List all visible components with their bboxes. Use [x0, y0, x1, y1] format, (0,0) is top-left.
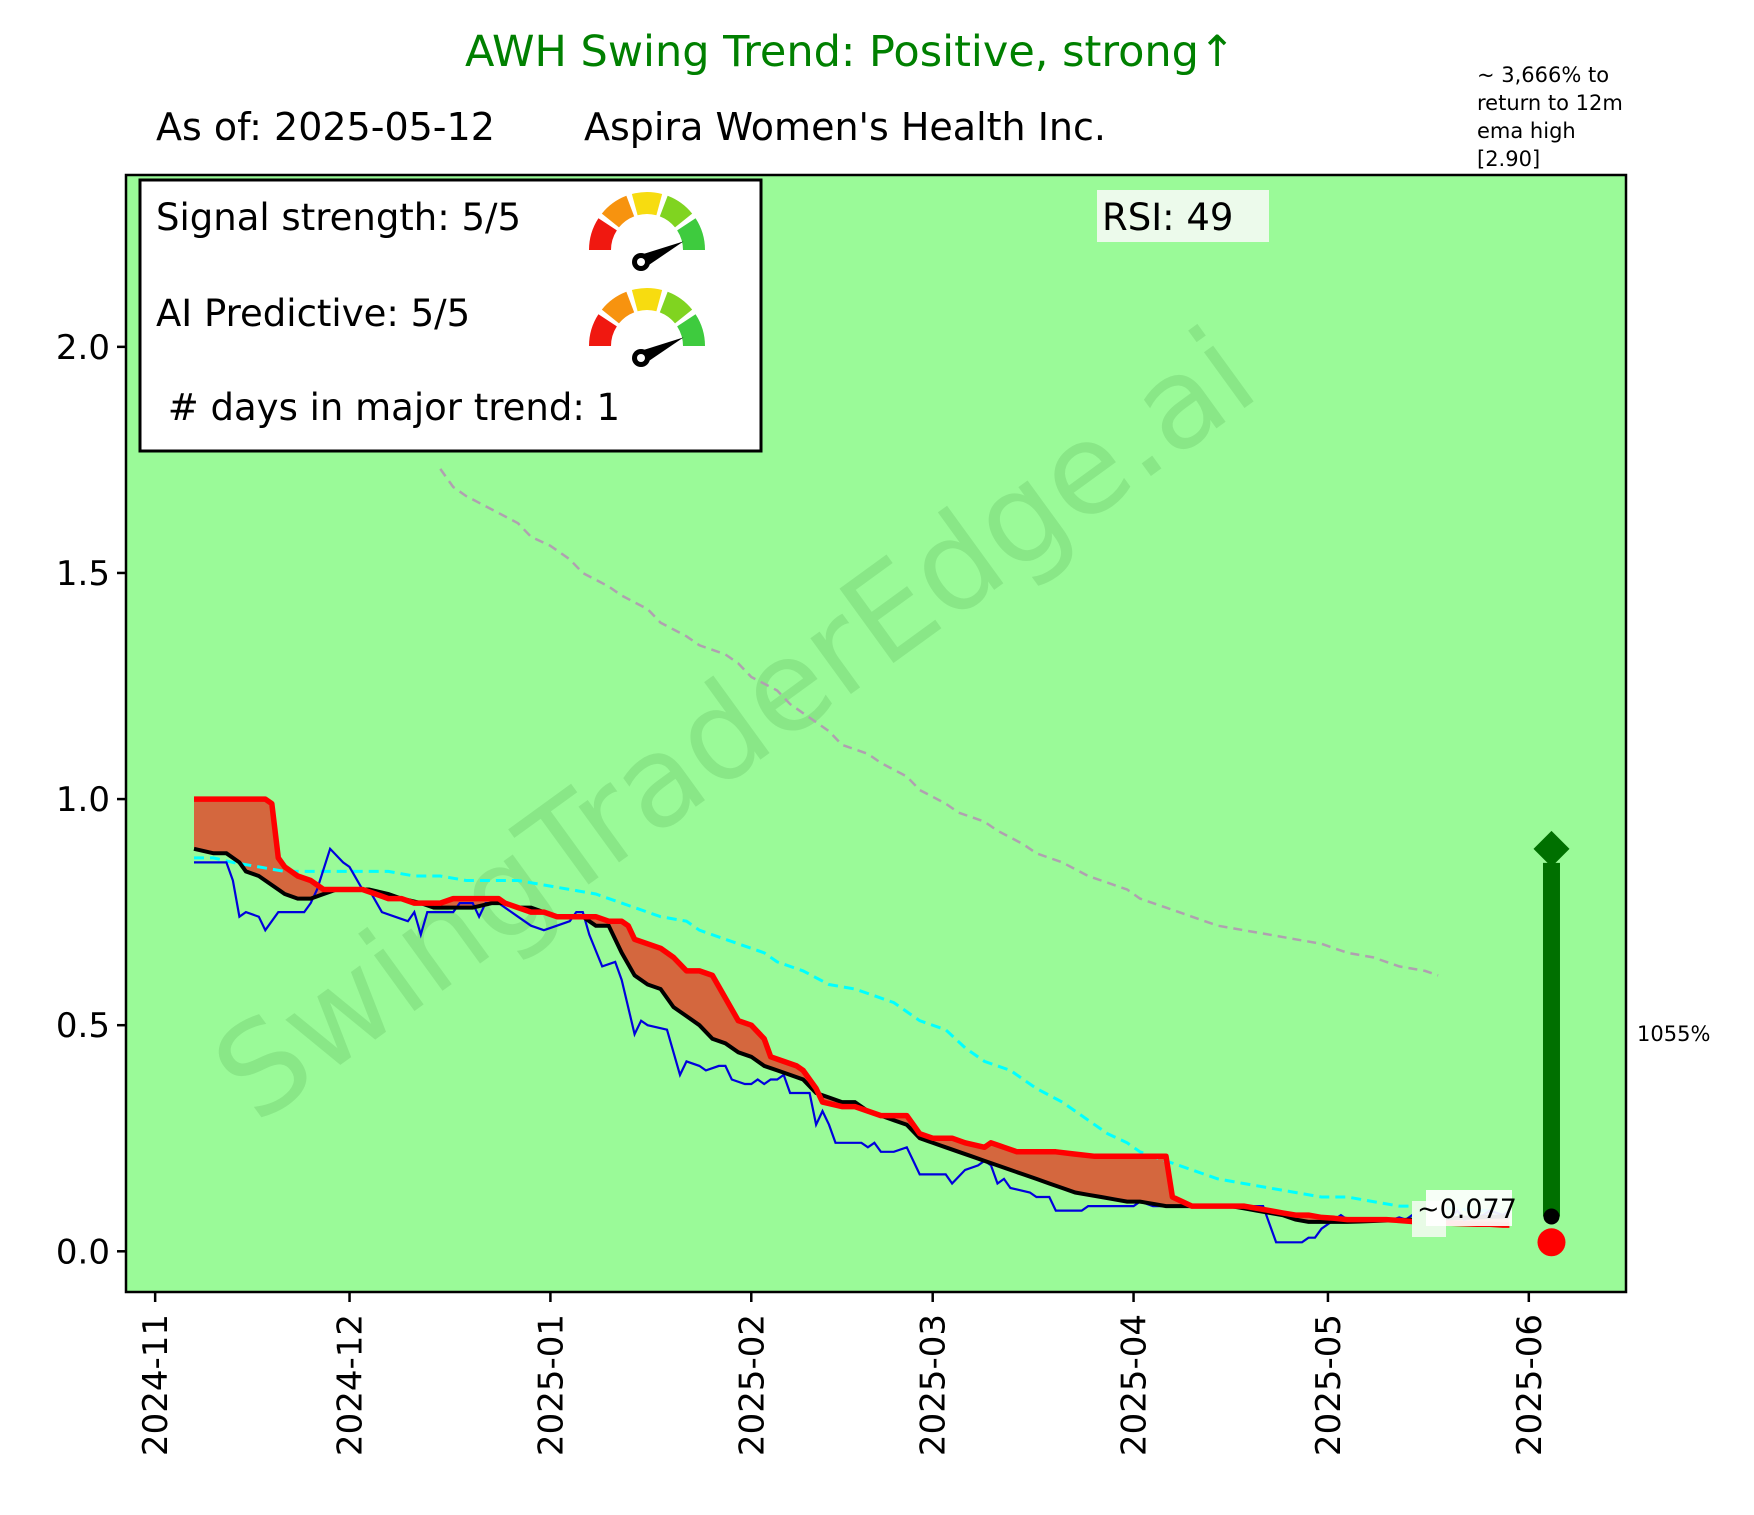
rsi-badge: RSI: 49 [1097, 190, 1269, 242]
company-name: Aspira Women's Health Inc. [584, 105, 1106, 149]
ema-note-line-2: return to 12m [1477, 91, 1623, 115]
y-tick-label: 0.5 [56, 1006, 110, 1046]
gauge-segment [631, 192, 663, 216]
ai-predictive-label: AI Predictive: 5/5 [156, 292, 470, 335]
ema-high-note: ~ 3,666% to return to 12m ema high [2.90… [1477, 63, 1623, 171]
current-marker-dot [1537, 1228, 1566, 1257]
y-axis: 0.0 0.5 1.0 1.5 2.0 [56, 328, 126, 1272]
last-price-dot [1543, 1208, 1560, 1225]
series-line-ema-band [194, 796, 1510, 1228]
ema-note-line-4: [2.90] [1477, 147, 1540, 171]
signal-strength-label: Signal strength: 5/5 [156, 196, 521, 239]
series-line-ema-mid [194, 856, 1490, 1213]
x-tick-label: 2025-04 [1115, 1314, 1155, 1456]
gauge-segment [677, 218, 705, 250]
last-value-bg [1426, 1190, 1512, 1226]
x-tick-label: 2025-03 [914, 1314, 954, 1456]
gauge-segment [601, 195, 635, 228]
gauge-segment [589, 218, 617, 250]
x-tick-label: 2025-02 [732, 1314, 772, 1456]
ema-note-line-1: ~ 3,666% to [1477, 63, 1609, 87]
series-layer [193, 468, 1570, 1257]
y-tick-label: 2.0 [56, 328, 110, 368]
gauge-segment [659, 195, 693, 228]
signal-info-box: Signal strength: 5/5 AI Predictive: 5/5 … [138, 178, 763, 453]
y-tick-label: 1.5 [56, 554, 110, 594]
gauge-segment [677, 314, 705, 346]
signal-gauge-icon [589, 192, 705, 271]
x-tick-label: 2025-01 [531, 1314, 571, 1456]
gauge-segment [601, 291, 635, 324]
rsi-label: RSI: 49 [1102, 196, 1233, 239]
gauge-segment [589, 314, 617, 346]
chart-title: AWH Swing Trend: Positive, strong↑ [465, 27, 1235, 77]
gauge-segment [631, 288, 663, 312]
info-box-frame [138, 178, 763, 453]
days-in-trend-label: # days in major trend: 1 [156, 386, 620, 429]
series-line-ema-long [439, 468, 1439, 977]
target-arrow-head [1533, 830, 1570, 867]
last-value-annotation: ~0.077 [1412, 1190, 1517, 1237]
ema-note-line-3: ema high [1477, 119, 1576, 143]
x-tick-label: 2024-11 [136, 1314, 176, 1456]
x-tick-label: 2025-06 [1510, 1314, 1550, 1456]
gauge-hub-center [637, 258, 645, 266]
plot-frame [124, 173, 1628, 1294]
x-tick-label: 2025-05 [1309, 1314, 1349, 1456]
ai-gauge-icon [589, 288, 705, 367]
target-percent-label: 1055% [1637, 1022, 1710, 1046]
y-tick-label: 1.0 [56, 780, 110, 820]
gauge-hub-center [637, 354, 645, 362]
as-of-date: As of: 2025-05-12 [156, 105, 495, 149]
last-value-label: ~0.077 [1417, 1194, 1517, 1225]
rsi-badge-bg [1097, 190, 1269, 242]
gauge-segment [659, 291, 693, 324]
y-tick-label: 0.0 [56, 1232, 110, 1272]
x-tick-label: 2024-12 [331, 1314, 371, 1456]
x-axis: 2024-11 2024-12 2025-01 2025-02 2025-03 2025-… [136, 1292, 1550, 1456]
